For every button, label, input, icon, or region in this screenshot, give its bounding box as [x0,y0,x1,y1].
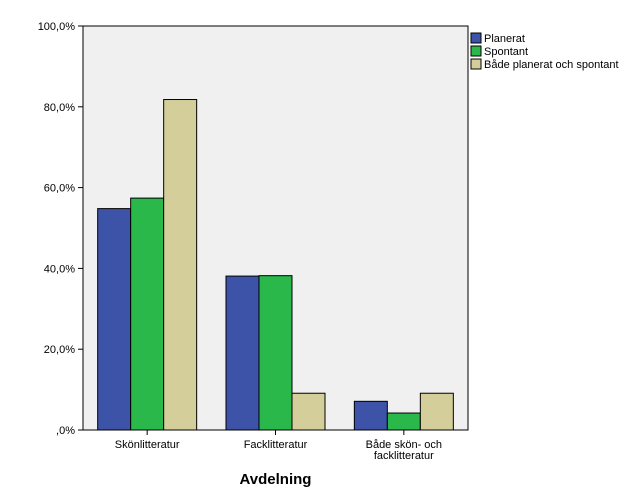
legend-label: Både planerat och spontant [484,59,619,71]
legend-swatch [470,45,482,57]
bar-både-planerat-och-spontant-2 [291,392,326,431]
y-axis-ticks: ,0% 20,0% 40,0% 60,0% 80,0% 100,0% [38,21,83,437]
y-tick-label: 80,0% [44,102,75,114]
y-tick-label: 100,0% [38,21,76,33]
bar-planerat-3 [353,400,388,431]
y-tick-label: 40,0% [44,263,75,275]
x-tick-label: Facklitteratur [244,439,308,451]
bar-planerat-1 [97,208,132,431]
bar-spontant-3 [386,412,421,431]
x-axis-ticks: Skönlitteratur Facklitteratur Både skön- o… [115,430,442,462]
legend-swatch [470,58,482,70]
x-tick-label: Skönlitteratur [115,439,180,451]
bar-både-planerat-och-spontant-1 [163,99,198,431]
bar-både-planerat-och-spontant-3 [419,392,454,431]
bar-spontant-1 [130,197,165,431]
bar-spontant-2 [258,275,293,431]
x-tick-label: Både skön- och facklitteratur [366,439,442,462]
y-tick-label: 20,0% [44,344,75,356]
bar-planerat-2 [225,275,260,431]
legend-label: Planerat [484,33,525,45]
legend-swatch [470,32,482,44]
y-tick-label: 60,0% [44,183,75,195]
bars-group [97,99,454,431]
legend-label: Spontant [484,46,528,58]
x-axis-title: Avdelning [240,471,312,488]
y-tick-label: ,0% [56,425,75,437]
